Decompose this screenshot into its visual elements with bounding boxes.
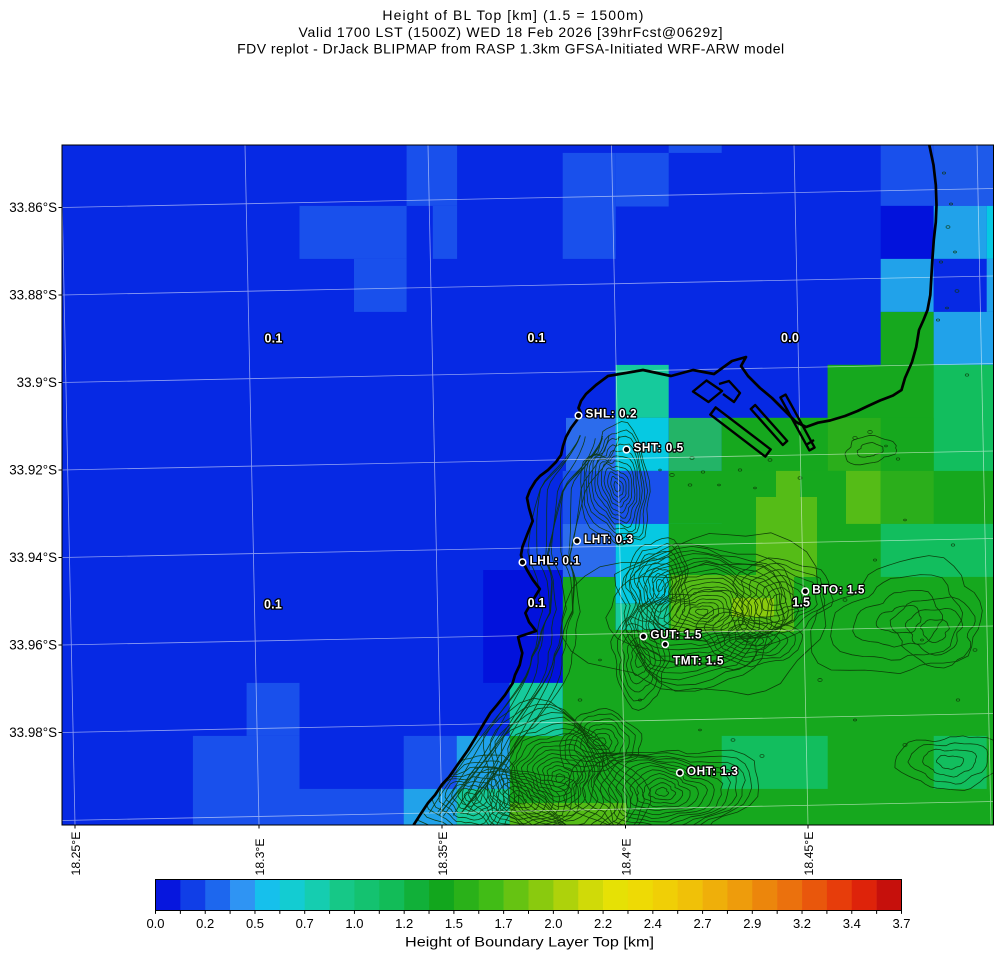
svg-text:1.5: 1.5 xyxy=(445,916,463,931)
svg-text:FDV replot - DrJack BLIPMAP fr: FDV replot - DrJack BLIPMAP from RASP 1.… xyxy=(237,41,784,57)
svg-text:0.2: 0.2 xyxy=(196,916,214,931)
svg-text:Height of Boundary Layer Top [: Height of Boundary Layer Top [km] xyxy=(405,935,654,950)
svg-text:LHT: 0.3: LHT: 0.3 xyxy=(584,532,634,546)
svg-text:1.0: 1.0 xyxy=(345,916,363,931)
svg-text:18.25°E: 18.25°E xyxy=(69,832,83,876)
svg-text:LHL: 0.1: LHL: 0.1 xyxy=(530,553,581,567)
svg-text:0.0: 0.0 xyxy=(146,916,164,931)
svg-text:18.45°E: 18.45°E xyxy=(802,832,816,876)
svg-text:0.7: 0.7 xyxy=(296,916,314,931)
svg-text:2.0: 2.0 xyxy=(544,916,562,931)
svg-text:0.1: 0.1 xyxy=(528,331,546,345)
svg-text:33.94°S: 33.94°S xyxy=(9,550,57,565)
svg-text:GUT: 1.5: GUT: 1.5 xyxy=(650,628,702,642)
svg-text:TMT: 1.5: TMT: 1.5 xyxy=(673,654,724,668)
svg-text:18.3°E: 18.3°E xyxy=(253,838,267,875)
svg-text:BTO: 1.5: BTO: 1.5 xyxy=(812,582,865,596)
svg-text:0.5: 0.5 xyxy=(246,916,264,931)
svg-text:Valid 1700 LST (1500Z) WED 18: Valid 1700 LST (1500Z) WED 18 Feb 2026 [… xyxy=(299,24,723,40)
svg-text:3.7: 3.7 xyxy=(892,916,910,931)
svg-text:3.2: 3.2 xyxy=(793,916,811,931)
svg-text:1.7: 1.7 xyxy=(495,916,513,931)
svg-text:33.96°S: 33.96°S xyxy=(9,638,57,653)
svg-text:SHT: 0.5: SHT: 0.5 xyxy=(634,441,684,455)
svg-text:0.1: 0.1 xyxy=(264,598,282,612)
svg-text:33.92°S: 33.92°S xyxy=(9,463,57,478)
svg-text:SHL: 0.2: SHL: 0.2 xyxy=(586,407,638,421)
svg-text:2.2: 2.2 xyxy=(594,916,612,931)
svg-text:2.4: 2.4 xyxy=(644,916,662,931)
svg-text:18.4°E: 18.4°E xyxy=(620,838,634,875)
svg-text:1.5: 1.5 xyxy=(792,596,810,610)
svg-text:OHT: 1.3: OHT: 1.3 xyxy=(687,764,739,778)
svg-text:0.0: 0.0 xyxy=(781,331,799,345)
svg-text:33.88°S: 33.88°S xyxy=(9,288,57,303)
svg-text:18.35°E: 18.35°E xyxy=(436,832,450,876)
svg-text:0.1: 0.1 xyxy=(528,596,546,610)
svg-text:2.9: 2.9 xyxy=(743,916,761,931)
svg-text:0.1: 0.1 xyxy=(265,331,283,345)
svg-text:33.98°S: 33.98°S xyxy=(9,725,57,740)
svg-text:3.4: 3.4 xyxy=(843,916,861,931)
svg-text:2.7: 2.7 xyxy=(694,916,712,931)
svg-text:Height of BL Top [km] (1.5 = 1: Height of BL Top [km] (1.5 = 1500m) xyxy=(382,7,643,23)
svg-text:1.2: 1.2 xyxy=(395,916,413,931)
svg-text:33.86°S: 33.86°S xyxy=(9,200,57,215)
svg-text:33.9°S: 33.9°S xyxy=(17,375,57,390)
